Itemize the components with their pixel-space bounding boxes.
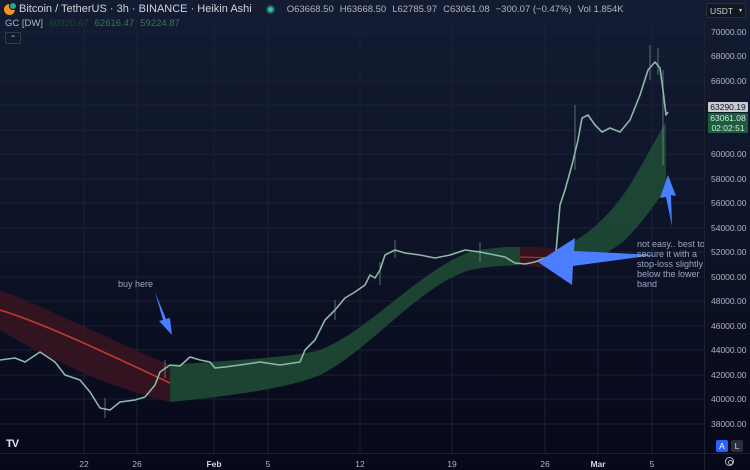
time-label: 26 — [132, 459, 142, 469]
time-label: 26 — [540, 459, 550, 469]
consolidation-arrow — [538, 238, 655, 285]
auto-scale-button[interactable]: A — [716, 440, 728, 452]
time-axis-divider — [0, 453, 750, 454]
indicator-legend[interactable]: GC [DW] 60920.67 62616.47 59224.87 — [5, 18, 180, 29]
symbol-title[interactable]: Bitcoin / TetherUS · 3h · BINANCE · Heik… — [19, 3, 252, 15]
buy-arrow — [155, 292, 172, 335]
ohlc-high: H63668.50 — [339, 3, 387, 15]
price-label: 38000.00 — [711, 419, 747, 429]
price-label: 70000.00 — [711, 27, 747, 37]
chevron-up-icon: ⌃ — [9, 33, 17, 43]
annotation-line: stop-loss slightly — [637, 259, 704, 269]
price-line — [0, 61, 669, 411]
ohlc-low: L62785.97 — [392, 3, 438, 15]
ohlc-open: O63668.50 — [286, 3, 334, 15]
log-scale-button[interactable]: L — [731, 440, 743, 452]
time-label: 5 — [265, 459, 271, 469]
price-label: 48000.00 — [711, 296, 747, 306]
close-price: 63061.08 — [710, 113, 746, 123]
price-label: 60000.00 — [711, 149, 747, 159]
indicator-value-2: 62616.47 — [94, 18, 135, 29]
chart-header: Bitcoin / TetherUS · 3h · BINANCE · Heik… — [4, 1, 624, 15]
close-price-tag: 63061.08 02:02:51 — [708, 113, 748, 133]
bar-countdown: 02:02:51 — [711, 123, 745, 133]
gc-band-green — [170, 246, 520, 402]
price-label: 54000.00 — [711, 223, 747, 233]
price-label: 46000.00 — [711, 321, 747, 331]
price-label: 42000.00 — [711, 370, 747, 380]
last-price-tag: 63290.19 — [708, 102, 748, 112]
market-status-icon — [265, 4, 275, 14]
time-label: 12 — [355, 459, 365, 469]
indicator-name: GC [DW] — [5, 18, 43, 29]
time-label: 5 — [649, 459, 655, 469]
annotation-line: secure it with a — [637, 249, 698, 259]
time-label: Feb — [206, 459, 222, 469]
time-label: 19 — [447, 459, 457, 469]
ohlc-volume: Vol 1.854K — [577, 3, 624, 15]
ohlc-values: O63668.50 H63668.50 L62785.97 C63061.08 … — [287, 4, 624, 15]
settings-gear-icon[interactable] — [725, 457, 734, 466]
price-label: 44000.00 — [711, 345, 747, 355]
indicator-value-1: 60920.67 — [49, 18, 89, 29]
price-label: 52000.00 — [711, 247, 747, 257]
chevron-down-icon: ▾ — [738, 8, 742, 14]
gc-center-red — [0, 309, 171, 384]
gc-band-red — [0, 290, 170, 402]
price-label: 68000.00 — [711, 51, 747, 61]
price-label: 66000.00 — [711, 76, 747, 86]
candle-wicks — [104, 45, 664, 418]
price-label: 40000.00 — [711, 394, 747, 404]
indicator-value-3: 59224.87 — [140, 18, 180, 29]
price-axis-divider — [704, 20, 705, 470]
ohlc-close: C63061.08 — [443, 3, 490, 15]
currency-label: USDT — [710, 5, 734, 16]
annotation-line: not easy.. best to — [637, 239, 705, 249]
time-label: 22 — [79, 459, 89, 469]
bitcoin-icon — [4, 1, 17, 15]
time-label: Mar — [590, 459, 606, 469]
annotation-line: band — [637, 279, 658, 289]
price-label: 56000.00 — [711, 198, 747, 208]
currency-select[interactable]: USDT ▾ — [706, 3, 746, 18]
tradingview-logo-icon[interactable]: TV — [6, 438, 19, 450]
stoploss-arrow — [660, 175, 676, 226]
price-label: 58000.00 — [711, 174, 747, 184]
ohlc-change: −300.07 (−0.47%) — [495, 3, 572, 15]
annotation-stop-loss: not easy.. best to secure it with a stop… — [637, 239, 705, 289]
annotation-line: below the lower — [637, 269, 700, 279]
collapse-legend-button[interactable]: ⌃ — [5, 32, 21, 44]
annotation-buy-here: buy here — [118, 279, 154, 289]
price-label: 50000.00 — [711, 272, 747, 282]
